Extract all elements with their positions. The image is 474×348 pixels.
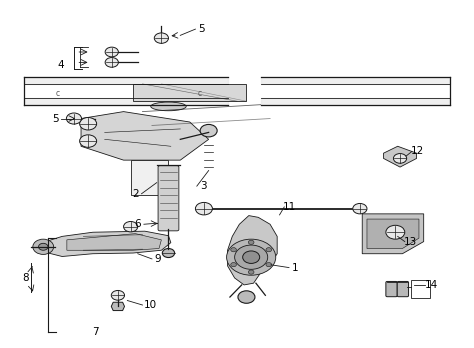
- Circle shape: [66, 113, 82, 124]
- Polygon shape: [362, 214, 424, 254]
- Circle shape: [124, 221, 138, 232]
- Circle shape: [243, 251, 260, 263]
- Polygon shape: [228, 216, 277, 285]
- Circle shape: [266, 248, 272, 252]
- Text: c: c: [55, 89, 59, 98]
- Circle shape: [111, 291, 125, 300]
- Text: 8: 8: [22, 273, 28, 283]
- Circle shape: [105, 47, 118, 57]
- Text: 9: 9: [155, 254, 161, 264]
- Text: 7: 7: [92, 327, 99, 337]
- Text: 12: 12: [411, 147, 424, 157]
- Ellipse shape: [151, 102, 186, 111]
- Circle shape: [80, 135, 97, 147]
- Text: c: c: [197, 89, 201, 98]
- Text: 3: 3: [200, 181, 206, 191]
- Polygon shape: [131, 160, 168, 195]
- Text: 14: 14: [425, 280, 438, 290]
- Circle shape: [227, 239, 276, 275]
- FancyBboxPatch shape: [158, 166, 179, 231]
- Circle shape: [105, 57, 118, 67]
- Circle shape: [162, 248, 174, 258]
- Circle shape: [80, 118, 97, 130]
- Polygon shape: [383, 146, 417, 167]
- Text: 5: 5: [52, 113, 58, 124]
- Circle shape: [238, 291, 255, 303]
- Circle shape: [353, 204, 367, 214]
- Polygon shape: [81, 112, 209, 160]
- Circle shape: [248, 240, 254, 244]
- Circle shape: [231, 262, 237, 267]
- Circle shape: [155, 33, 168, 44]
- Circle shape: [235, 245, 268, 269]
- Circle shape: [231, 248, 237, 252]
- Polygon shape: [133, 84, 246, 101]
- Text: 2: 2: [132, 189, 139, 199]
- Circle shape: [393, 153, 407, 163]
- Polygon shape: [367, 219, 419, 248]
- Text: 5: 5: [198, 24, 205, 34]
- Text: 11: 11: [283, 202, 297, 212]
- Circle shape: [200, 125, 217, 137]
- Polygon shape: [67, 234, 161, 250]
- Text: 10: 10: [144, 300, 156, 310]
- Circle shape: [266, 262, 272, 267]
- Circle shape: [33, 239, 54, 254]
- Text: 4: 4: [58, 60, 64, 70]
- Polygon shape: [111, 302, 125, 310]
- Text: 13: 13: [404, 237, 418, 247]
- Circle shape: [38, 243, 48, 250]
- Text: 1: 1: [292, 263, 299, 272]
- Polygon shape: [46, 231, 171, 256]
- FancyBboxPatch shape: [386, 282, 397, 297]
- Circle shape: [386, 225, 405, 239]
- Text: 6: 6: [135, 219, 141, 229]
- FancyBboxPatch shape: [397, 282, 409, 297]
- Circle shape: [248, 270, 254, 274]
- Circle shape: [195, 203, 212, 215]
